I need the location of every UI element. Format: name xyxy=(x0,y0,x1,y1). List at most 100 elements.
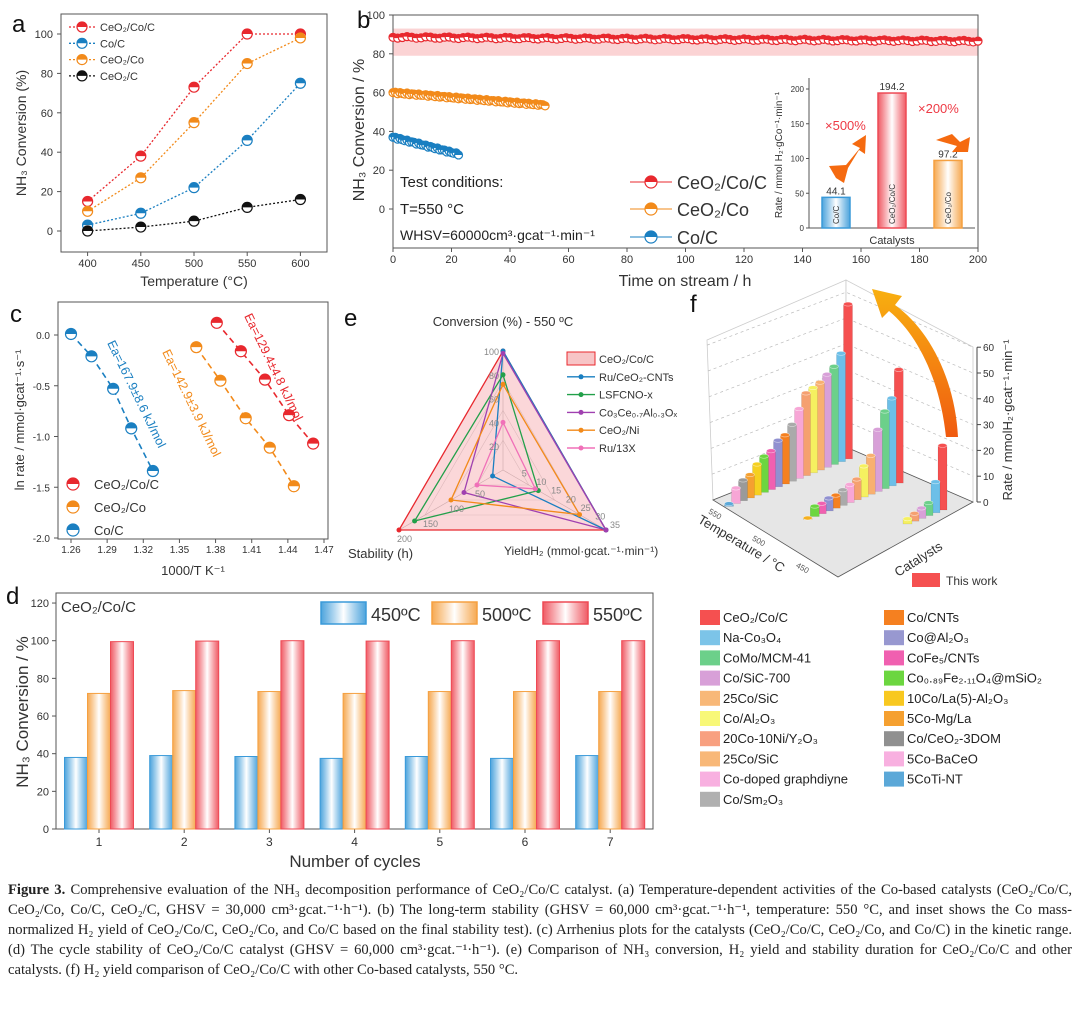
legend-marker xyxy=(578,445,584,451)
panel-label-a: a xyxy=(12,11,26,38)
data-point-fill xyxy=(264,442,276,448)
legend-swatch xyxy=(700,711,720,726)
bar-top xyxy=(759,453,769,459)
x-axis-title: 1000/T K⁻¹ xyxy=(161,563,225,578)
inset-bar-category: CeO₂/Co/C xyxy=(888,184,897,224)
bar-top xyxy=(787,422,797,427)
inset-bar xyxy=(821,196,851,229)
bar-top xyxy=(837,487,848,493)
data-point-fill xyxy=(214,375,226,381)
data-point-fill xyxy=(82,220,93,226)
y-tick-label: 20 xyxy=(41,187,53,199)
bar xyxy=(110,641,134,830)
z-tick-label: 50 xyxy=(983,369,995,380)
plot-frame xyxy=(57,301,329,540)
bar xyxy=(234,756,259,830)
y-tick-label: 20 xyxy=(373,165,385,177)
legend-label: CeO₂/C xyxy=(100,71,138,83)
increase-annotation: ×500% xyxy=(825,118,866,133)
inset-bar-value: 194.2 xyxy=(879,82,904,93)
bar-top xyxy=(773,438,783,443)
y-tick-label: 0 xyxy=(47,226,53,238)
legend-label: 5Co-BaCeO xyxy=(907,751,978,766)
radar-tick-label: 20 xyxy=(489,442,499,452)
legend-label: 450ºC xyxy=(371,605,421,625)
legend-swatch xyxy=(884,771,904,787)
bar-top xyxy=(752,461,762,467)
bar-top xyxy=(909,511,920,516)
legend-swatch xyxy=(566,351,596,366)
legend-swatch xyxy=(884,690,904,706)
inset-y-tick-label: 150 xyxy=(791,120,805,129)
x-tick-label: 6 xyxy=(522,835,529,849)
panel-e-chart: Conversion (%) - 550 ºC 20 40 60 80 100 5 10 15 2… xyxy=(348,314,677,561)
y-tick-label: 120 xyxy=(31,598,49,610)
x-tick-label: 500 xyxy=(185,258,203,270)
series-line xyxy=(87,82,301,226)
legend-label: 10Co/La(5)-Al₂O₃ xyxy=(907,691,1008,706)
legend-swatch xyxy=(700,650,720,666)
bar-top xyxy=(815,380,825,385)
x-tick-label: 200 xyxy=(969,254,987,266)
bar-top xyxy=(808,385,818,390)
radar-point xyxy=(500,419,506,425)
x-tick-label: 1.35 xyxy=(170,545,190,556)
bar xyxy=(427,691,452,830)
data-point-fill xyxy=(235,345,247,352)
bar xyxy=(365,640,390,830)
bar-top xyxy=(766,448,776,454)
radar-tick-label: 100 xyxy=(484,347,499,357)
y-tick-label: 100 xyxy=(31,636,49,648)
series-0 xyxy=(388,32,983,47)
legend-marker-fill xyxy=(77,38,87,44)
legend-swatch xyxy=(320,601,367,625)
legend-label: 550ºC xyxy=(593,605,643,625)
data-point-fill xyxy=(283,409,295,416)
legend-swatch xyxy=(700,670,720,686)
series-1 xyxy=(190,341,300,493)
inset-bar-value: 97.2 xyxy=(938,149,958,160)
panel-c-chart: 1.26 1.29 1.32 1.35 1.38 1.41 1.44 1.47 0.0 -0.5 -… xyxy=(12,301,334,578)
legend-marker xyxy=(578,374,584,380)
bar-top xyxy=(836,351,846,356)
bar-top xyxy=(879,408,890,414)
y-tick-label: 80 xyxy=(41,68,53,80)
legend-swatch xyxy=(700,731,720,747)
inset-bar-chart: 0 50 100 150 200 Catalysts Rate / mmol H₂·gCo⁻… xyxy=(774,78,975,247)
bar-top xyxy=(823,495,834,501)
legend-label: Co/CNTs xyxy=(907,610,960,625)
caption-text: Comprehensive evaluation of the NH₃ deco… xyxy=(8,882,1072,978)
legend-swatch xyxy=(884,731,904,747)
legend-label: Co/SiC-700 xyxy=(723,671,790,686)
panel-f-chart: 0 10 20 30 40 50 60 Rate / mmolH₂·gcat⁻¹·min⁻¹ 5… xyxy=(695,279,1042,807)
bar xyxy=(450,640,475,830)
y-tick-label: -1.0 xyxy=(33,433,51,444)
radar-series-4 xyxy=(448,381,583,518)
bar xyxy=(536,640,560,830)
x-tick-label: 120 xyxy=(735,254,753,266)
temperature-tick-label: 450 xyxy=(794,561,811,576)
y-tick-label: 40 xyxy=(41,147,53,159)
legend-label: CeO₂/Co/C xyxy=(599,354,654,366)
x-tick-label: 1.26 xyxy=(61,545,81,556)
inset-bar-category: Co/C xyxy=(832,206,841,224)
legend-swatch xyxy=(542,601,589,625)
radar-polygon xyxy=(476,420,537,490)
data-point-fill xyxy=(242,202,253,208)
z-tick-label: 0 xyxy=(983,498,989,509)
legend-label: Co/Sm₂O₃ xyxy=(723,792,783,807)
inset-y-tick-label: 0 xyxy=(800,224,805,233)
bar xyxy=(404,756,429,830)
x-tick-label: 1.44 xyxy=(278,545,298,556)
radar-point xyxy=(500,372,506,378)
data-point-fill xyxy=(135,172,146,178)
x-tick-label: 1.32 xyxy=(134,545,154,556)
data-point-fill xyxy=(189,216,199,222)
x-tick-label: 1.38 xyxy=(206,545,226,556)
legend-marker-fill xyxy=(67,478,79,484)
radar-tick-label: 50 xyxy=(475,489,485,499)
series-0 xyxy=(210,316,320,450)
x-tick-label: 0 xyxy=(390,254,396,266)
data-point-fill xyxy=(189,182,199,188)
increase-annotation: ×200% xyxy=(918,101,959,116)
